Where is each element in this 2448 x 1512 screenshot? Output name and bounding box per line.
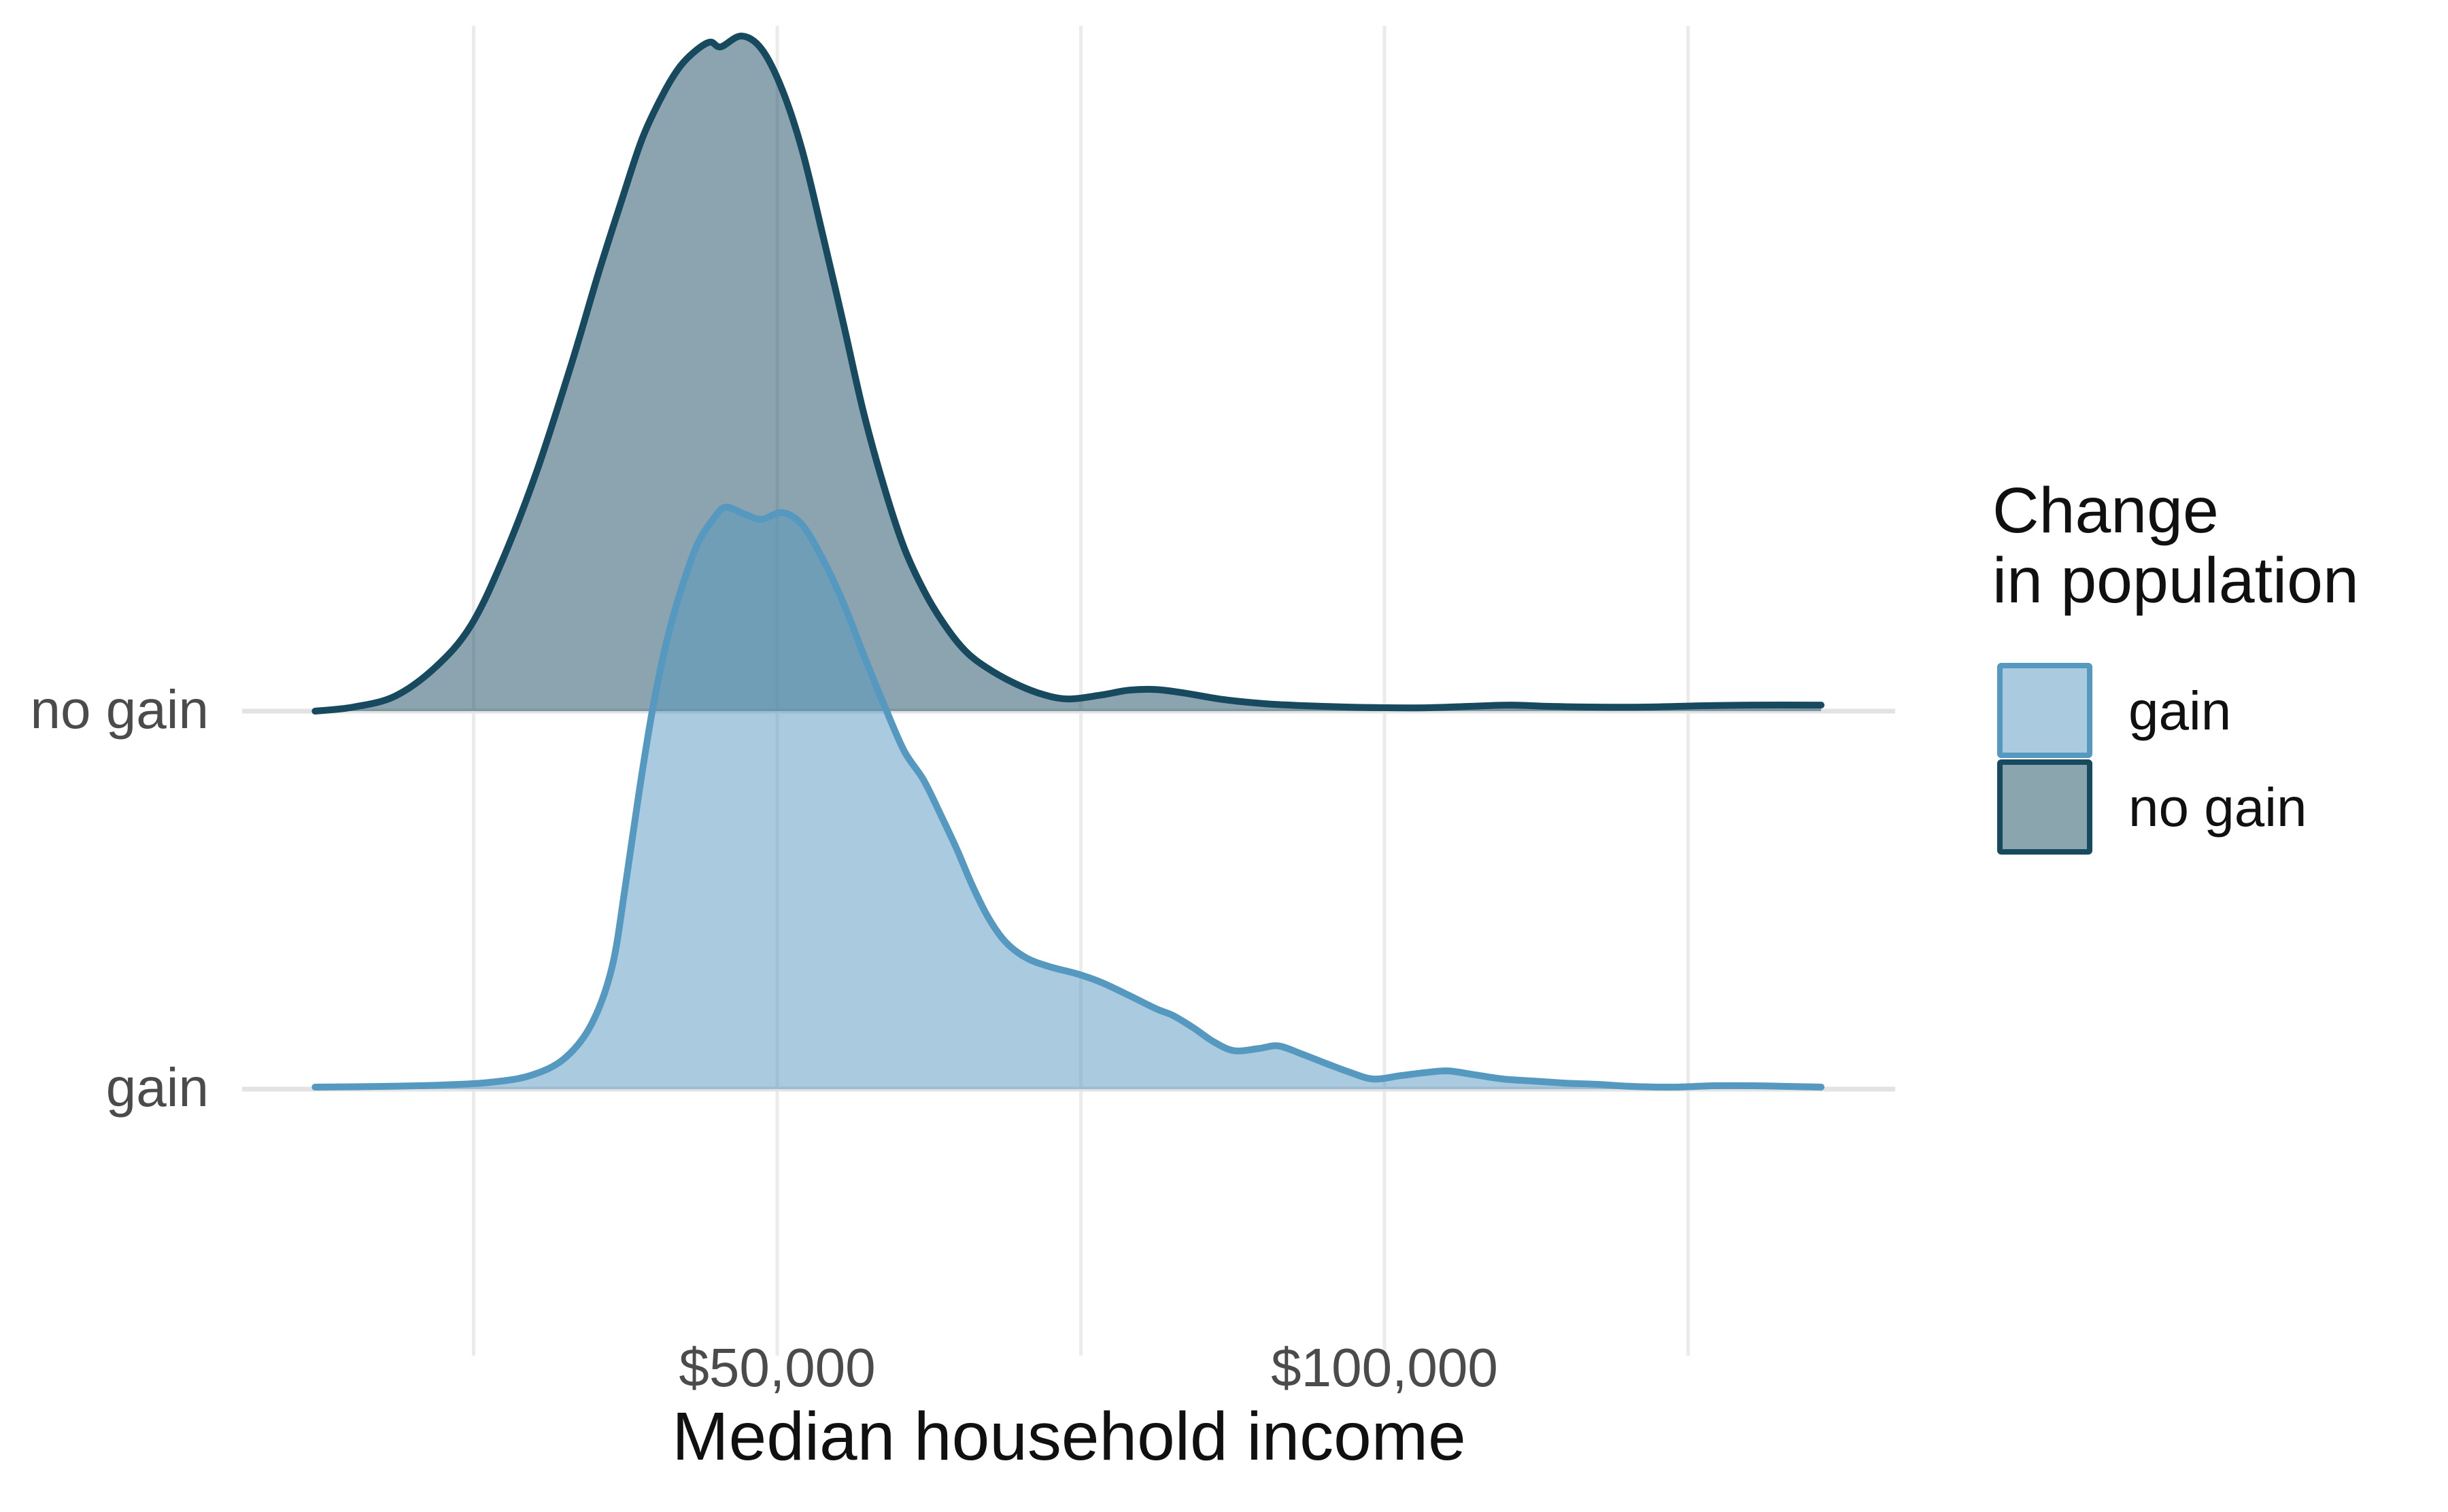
- legend-swatch-gain: [1997, 663, 2092, 758]
- density-curve-no-gain: [311, 33, 1825, 715]
- legend-label-gain: gain: [2128, 681, 2232, 741]
- y-axis-label-no-gain: no gain: [30, 679, 209, 740]
- y-axis-label-gain: gain: [105, 1057, 209, 1118]
- x-tick-50000: $50,000: [679, 1337, 876, 1398]
- density-fill-gain: [315, 506, 1822, 1089]
- legend-swatch-no-gain: [1997, 759, 2092, 855]
- x-axis-title: Median household income: [672, 1398, 1466, 1475]
- density-curve-gain: [311, 503, 1825, 1091]
- x-tick-100000: $100,000: [1271, 1337, 1498, 1398]
- density-fill-no-gain: [315, 35, 1822, 712]
- legend-label-no-gain: no gain: [2128, 777, 2307, 838]
- legend-title: Change in population: [1992, 475, 2359, 617]
